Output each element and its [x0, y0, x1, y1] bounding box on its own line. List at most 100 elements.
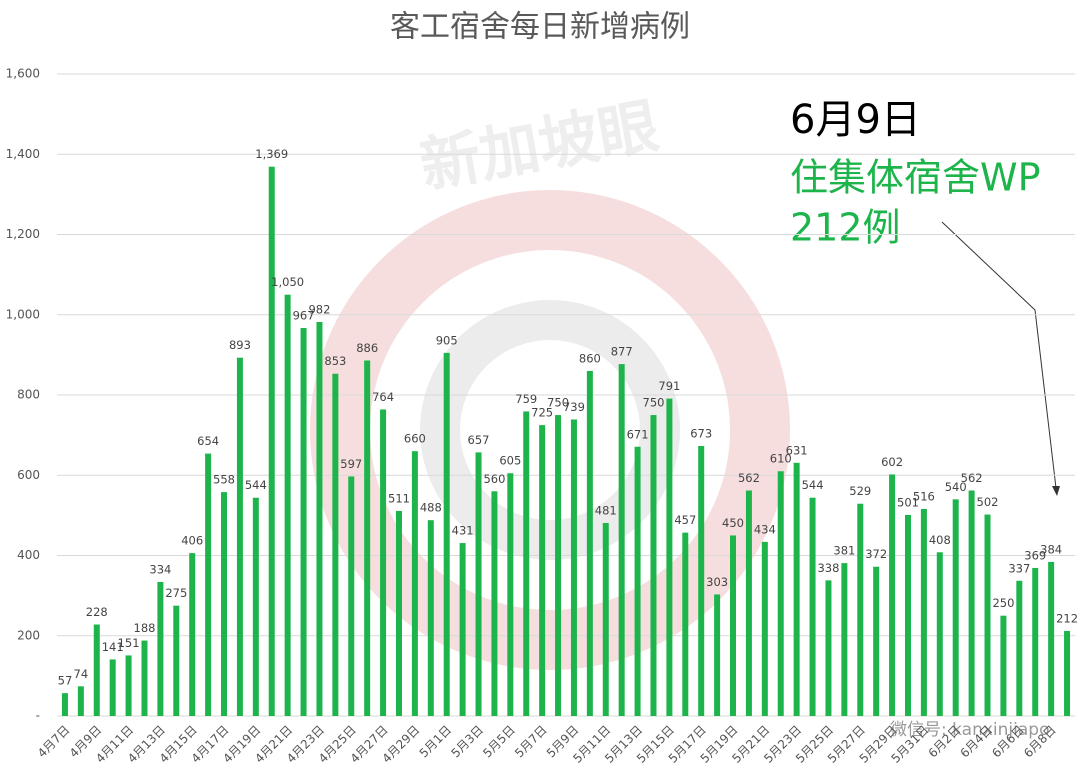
annotation-text: 住集体宿舍WP — [790, 156, 1041, 200]
value-label: 544 — [245, 478, 267, 492]
bar — [205, 453, 212, 716]
bar — [841, 563, 848, 716]
value-label: 540 — [945, 480, 967, 494]
bar — [936, 552, 943, 716]
value-label: 750 — [547, 396, 569, 410]
bar — [984, 514, 991, 716]
watermark: 新加坡眼 — [415, 91, 664, 202]
value-label: 488 — [420, 501, 442, 515]
bar — [586, 370, 593, 716]
bar — [141, 640, 148, 716]
value-label: 74 — [74, 667, 89, 681]
bar — [714, 594, 721, 716]
bar — [809, 497, 816, 716]
value-label: 631 — [786, 443, 808, 457]
value-label: 406 — [181, 534, 203, 548]
arrow-head — [1052, 486, 1060, 496]
x-tick-label: 5月1日 — [417, 723, 455, 761]
y-tick-label: 200 — [17, 628, 40, 642]
value-label: 673 — [690, 426, 712, 440]
value-label: 481 — [595, 503, 617, 517]
watermark-ring — [420, 300, 680, 560]
value-label: 212 — [1056, 611, 1078, 625]
y-tick-label: 1,600 — [6, 67, 40, 81]
y-tick-label: 1,000 — [6, 307, 40, 321]
value-label: 228 — [86, 605, 108, 619]
bar — [427, 520, 434, 716]
bar — [1032, 567, 1039, 716]
value-label: 457 — [674, 513, 696, 527]
value-label: 750 — [643, 396, 665, 410]
bar — [252, 497, 259, 716]
value-label: 529 — [849, 484, 871, 498]
bar — [443, 352, 450, 716]
bar — [889, 474, 896, 716]
y-tick-label: 600 — [17, 468, 40, 482]
bar — [666, 398, 673, 716]
value-label: 275 — [165, 586, 187, 600]
value-label: 739 — [563, 400, 585, 414]
value-label: 562 — [961, 471, 983, 485]
value-label: 967 — [293, 308, 315, 322]
bar — [459, 543, 466, 716]
bar — [475, 452, 482, 716]
value-label: 602 — [881, 455, 903, 469]
bar — [77, 686, 84, 716]
bar — [570, 419, 577, 716]
bar — [904, 514, 911, 716]
value-label: 372 — [865, 547, 887, 561]
x-tick-label: 4月7日 — [35, 723, 73, 761]
x-tick-label: 5月3日 — [448, 723, 486, 761]
value-label: 338 — [817, 561, 839, 575]
bar — [189, 553, 196, 716]
bar — [730, 535, 737, 716]
value-label: 886 — [356, 341, 378, 355]
bar — [411, 451, 418, 716]
value-label: 671 — [627, 427, 649, 441]
bar — [761, 541, 768, 716]
value-label: 1,050 — [271, 275, 304, 289]
annotation-arrow — [941, 221, 1057, 489]
bar — [920, 508, 927, 716]
bar — [650, 415, 657, 716]
annotation-date: 6月9日 — [790, 97, 921, 143]
bar — [300, 327, 307, 716]
value-label: 384 — [1040, 542, 1062, 556]
value-label: 657 — [468, 433, 490, 447]
bar — [1064, 630, 1071, 716]
watermark: 微信号: kanxinjiapo — [890, 720, 1049, 740]
value-label: 893 — [229, 338, 251, 352]
value-label: 151 — [118, 636, 140, 650]
value-label: 511 — [388, 491, 410, 505]
bar — [1000, 615, 1007, 716]
value-label: 141 — [102, 640, 124, 654]
value-label: 605 — [499, 454, 521, 468]
watermark-ring — [310, 190, 790, 670]
bar — [857, 503, 864, 716]
value-label: 501 — [897, 495, 919, 509]
bar — [793, 462, 800, 716]
bar — [539, 425, 546, 716]
bar — [968, 490, 975, 716]
bar — [1016, 580, 1023, 716]
y-tick-label: 1,200 — [6, 227, 40, 241]
annotation-count: 212例 — [790, 206, 901, 250]
bar — [125, 655, 132, 716]
value-label: 337 — [1008, 561, 1030, 575]
value-label: 381 — [833, 544, 855, 558]
value-label: 791 — [658, 379, 680, 393]
y-tick-label: 400 — [17, 548, 40, 562]
bar — [634, 446, 641, 716]
value-label: 905 — [436, 333, 458, 347]
value-label: 562 — [738, 471, 760, 485]
bar — [507, 473, 514, 716]
x-tick-label: 5月7日 — [512, 723, 550, 761]
bar — [348, 476, 355, 716]
value-label: 560 — [483, 472, 505, 486]
bar — [952, 499, 959, 716]
value-label: 877 — [611, 345, 633, 359]
bar — [873, 566, 880, 716]
chart-title: 客工宿舍每日新增病例 — [390, 10, 690, 45]
bar — [109, 659, 116, 716]
